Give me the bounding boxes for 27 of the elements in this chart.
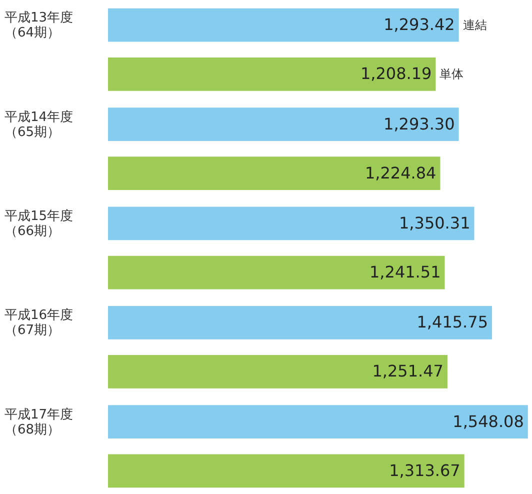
data-label: 1,208.19 xyxy=(360,64,432,84)
bar xyxy=(108,206,474,240)
bar xyxy=(108,256,445,290)
bar xyxy=(108,355,448,388)
bar xyxy=(108,156,440,190)
data-label: 1,224.84 xyxy=(364,163,436,182)
y-tick-label: 平成14年度（65期） xyxy=(4,108,74,140)
data-label: 1,293.42 xyxy=(384,15,455,34)
data-label: 1,415.75 xyxy=(416,312,488,332)
y-tick-label: 平成17年度（68期） xyxy=(4,406,74,438)
series-label: 単体 xyxy=(440,67,464,82)
data-label: 1,548.08 xyxy=(452,412,524,431)
data-label: 1,293.30 xyxy=(384,114,455,134)
bar xyxy=(108,8,459,42)
data-label: 1,313.67 xyxy=(389,460,460,480)
bar xyxy=(108,306,492,340)
bar xyxy=(108,454,464,488)
bar xyxy=(108,108,459,141)
y-tick-label: 平成16年度（67期） xyxy=(4,307,74,338)
data-label: 1,241.51 xyxy=(369,262,441,282)
y-tick-label: 平成15年度（66期） xyxy=(4,208,74,239)
data-label: 1,251.47 xyxy=(372,362,444,381)
bar xyxy=(108,405,528,439)
y-tick-label: 平成13年度（64期） xyxy=(4,10,74,41)
series-label: 連結 xyxy=(462,18,487,32)
bar xyxy=(108,57,436,91)
data-label: 1,350.31 xyxy=(399,213,470,232)
